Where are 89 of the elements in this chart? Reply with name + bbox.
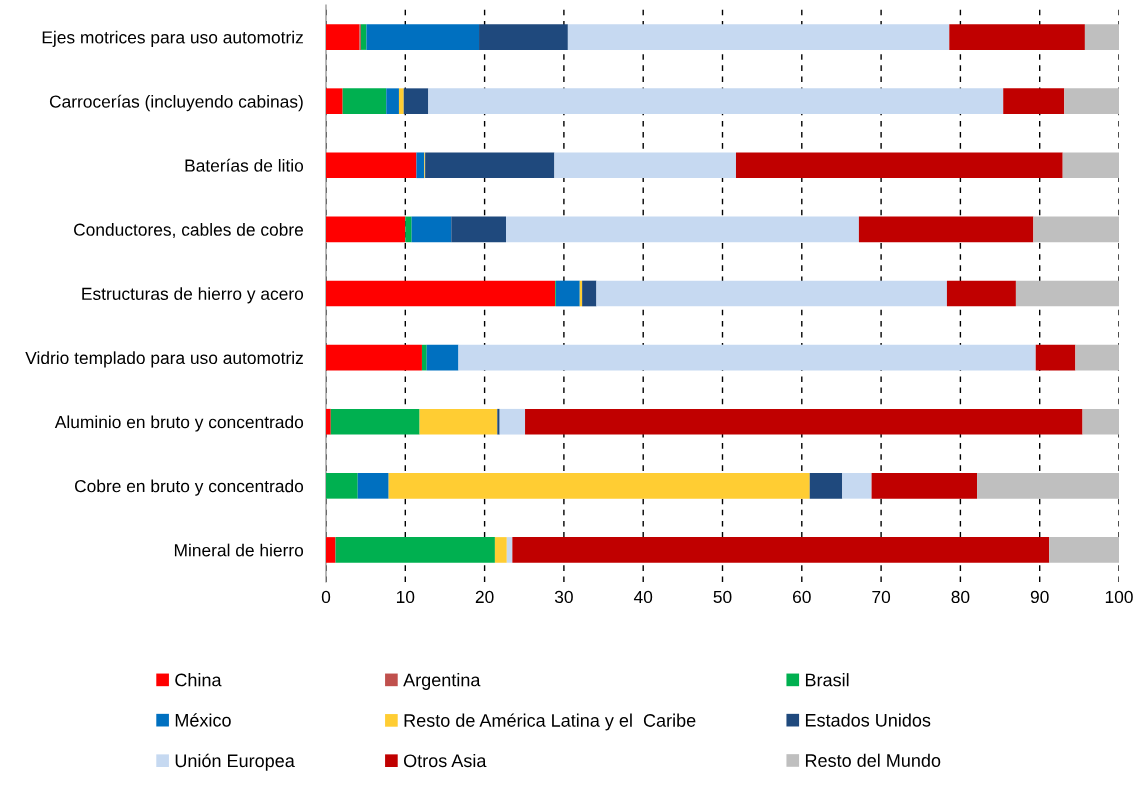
bar [330, 408, 420, 435]
x-tick-label: 50 [713, 590, 732, 604]
legend-label: Brasil [805, 673, 849, 687]
bar [1084, 24, 1119, 50]
y-tick-label: Carrocerías (incluyendo cabinas) [49, 94, 303, 112]
legend-label: Resto del Mundo [805, 753, 941, 767]
x-tick-label: 70 [872, 590, 891, 604]
bar [497, 408, 500, 435]
x-tick-label: 30 [554, 590, 573, 604]
bar [326, 344, 422, 371]
bar [554, 152, 736, 179]
bar [596, 280, 947, 307]
bar [416, 152, 425, 179]
y-tick-label: Conductores, cables de cobre [74, 223, 304, 238]
x-tick-label: 80 [951, 590, 970, 604]
x-tick-label: 60 [793, 590, 811, 604]
legend-label: Argentina [403, 673, 481, 690]
bar [1075, 344, 1119, 371]
bar [1082, 408, 1119, 435]
bar [342, 88, 387, 114]
bar [326, 88, 343, 114]
y-tick-label: Mineral de hierro [174, 543, 304, 557]
legend-label: México [175, 713, 231, 727]
bar [735, 152, 1063, 179]
bar [1015, 280, 1119, 307]
bar [357, 473, 389, 499]
bar [326, 24, 360, 50]
bar [458, 344, 1036, 371]
bar [567, 24, 950, 50]
bar [1049, 537, 1119, 563]
bar [326, 152, 417, 179]
x-tick-label: 40 [633, 590, 653, 604]
bar [1064, 88, 1119, 114]
bar [479, 24, 568, 50]
bar [494, 537, 507, 563]
y-tick-label: Baterías de litio [185, 158, 304, 172]
bar [388, 473, 810, 499]
bar [1033, 216, 1119, 243]
bar [1003, 88, 1065, 114]
bar [326, 408, 331, 435]
bar [499, 408, 526, 435]
bar [1035, 344, 1076, 371]
bar [335, 537, 495, 563]
bar [366, 24, 480, 50]
bar [428, 88, 1004, 114]
bar [555, 280, 580, 307]
bar [411, 216, 452, 243]
legend-label: Otros Asia [403, 753, 487, 768]
bar [421, 344, 427, 371]
bar [946, 280, 1016, 307]
bar [403, 88, 429, 114]
bar [405, 216, 412, 243]
bar [326, 216, 406, 243]
bar [419, 408, 498, 435]
bar [525, 408, 1083, 435]
bar [326, 280, 556, 307]
bar [386, 88, 399, 114]
bar [326, 537, 336, 563]
bar [426, 344, 459, 371]
legend-label: Unión Europea [175, 753, 295, 771]
bar [451, 216, 507, 243]
y-tick-label: Ejes motrices para uso automotriz [42, 30, 303, 47]
bar [977, 473, 1119, 499]
x-tick-label: 10 [396, 590, 415, 604]
bar [582, 280, 597, 307]
x-tick-label: 100 [1105, 590, 1133, 604]
y-tick-label: Vidrio templado para uso automotriz [25, 351, 303, 368]
x-tick-label: 0 [321, 590, 331, 604]
y-tick-label: Cobre en bruto y concentrado [74, 479, 304, 496]
bar [398, 88, 404, 114]
y-tick-label: Estructuras de hierro y acero [82, 287, 304, 304]
legend-label: Estados Unidos [805, 713, 931, 727]
bar [326, 473, 358, 499]
bar [842, 473, 872, 499]
y-tick-label: Aluminio en bruto y concentrado [54, 415, 304, 432]
legend-label: Resto de América Latina y el Caribe [404, 713, 696, 731]
bar [809, 473, 843, 499]
bar [512, 537, 1050, 563]
bar [506, 216, 859, 243]
bar [871, 473, 978, 499]
bar [1062, 152, 1119, 179]
bar [858, 216, 1034, 243]
bar [949, 24, 1085, 50]
bar [360, 24, 367, 50]
bar [425, 152, 555, 179]
legend-label: China [175, 673, 222, 687]
bar [506, 537, 513, 563]
x-tick-label: 20 [475, 590, 494, 604]
x-tick-label: 90 [1030, 590, 1049, 604]
